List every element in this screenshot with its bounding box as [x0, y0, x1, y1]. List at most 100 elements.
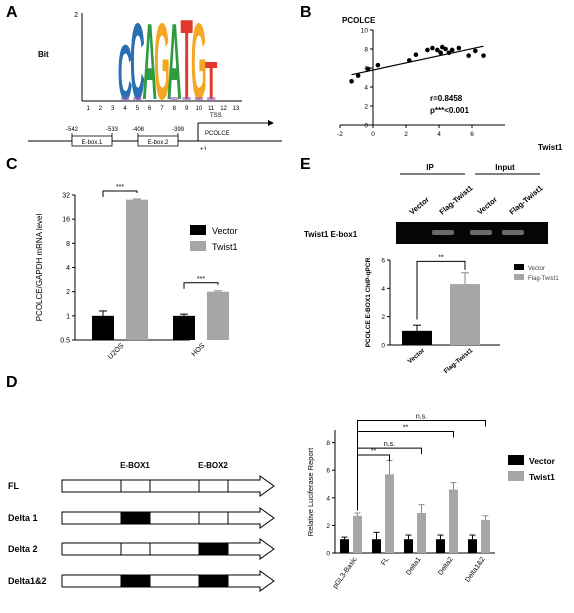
- construct-ebox: [199, 512, 228, 524]
- bar: [404, 539, 413, 553]
- scatter-point: [450, 48, 455, 53]
- x-tick-label: pGL3-Basic: [332, 556, 359, 590]
- construct-ebox: [121, 512, 150, 524]
- x-tick-label: U2OS: [107, 342, 126, 361]
- bar: [340, 539, 349, 553]
- chart-title: PCOLCE: [342, 16, 376, 25]
- logo-letter: A: [167, 5, 182, 123]
- construct-ebox: [121, 575, 150, 587]
- construct-name: Delta 1: [8, 513, 38, 523]
- gel-lane-label: Vector: [476, 195, 499, 217]
- x-tick-label: 2: [99, 106, 103, 112]
- x-tick-label: FL: [380, 556, 390, 567]
- gel-input-label: Input: [495, 163, 515, 172]
- significance-label: ***: [197, 276, 205, 283]
- scatter-point: [356, 73, 361, 78]
- bar: [353, 516, 362, 553]
- sequence-logo-panel: 2Bit1 2 3 4 5 6 7 8 9 10 11 12 13CCAGATGTTSSPCOLCE+1…: [20, 5, 290, 150]
- plus-one-label: +1: [200, 147, 208, 150]
- gel-row-label: Twist1 E-box1: [304, 230, 358, 239]
- y-tick-label: 4: [326, 495, 330, 502]
- logo-letter: T: [205, 50, 217, 111]
- significance-label: n.s.: [384, 441, 395, 448]
- legend-label: Vector: [528, 266, 545, 272]
- ebox-label: E-box.2: [148, 140, 169, 146]
- r-annotation: r=0.8458: [430, 94, 463, 103]
- gel-lane-label: Flag-Twist1: [438, 183, 475, 216]
- legend-label: Vector: [212, 226, 238, 236]
- x-tick-label: Delta2: [437, 556, 454, 577]
- logo-residual: [195, 97, 203, 100]
- logo-residual: [182, 97, 190, 100]
- bar: [402, 331, 432, 345]
- legend-swatch: [508, 455, 524, 465]
- x-tick-label: 3: [111, 106, 115, 112]
- panel-label-c: C: [6, 156, 18, 174]
- ebox-end-label: -399: [172, 127, 185, 133]
- x-tick-label: 4: [437, 131, 441, 138]
- y-tick-label: 1: [66, 313, 70, 320]
- bar: [436, 539, 445, 553]
- y-tick-label: 0: [364, 123, 368, 130]
- scatter-panel: PCOLCE0246810-20246r=0.8458p***<0.001Twi…: [300, 15, 570, 155]
- x-tick-label: Delta1&2: [464, 556, 486, 584]
- y-axis-label: Relative Luciferase Report: [306, 447, 315, 536]
- x-tick-label: HOS: [191, 342, 207, 358]
- scatter-point: [425, 48, 430, 53]
- scatter-point: [443, 47, 448, 52]
- scatter-point: [407, 58, 412, 63]
- construct-ebox: [121, 480, 150, 492]
- y-tick-label: 2: [66, 289, 70, 296]
- legend-swatch: [508, 471, 524, 481]
- luciferase-panel: E-BOX1 E-BOX2 FL Delta 1 Delta 2 Delta1&2 Rela…: [0, 385, 574, 613]
- scatter-point: [473, 49, 478, 54]
- legend-swatch: [514, 264, 524, 270]
- x-tick-label: Vector: [407, 347, 427, 365]
- y-tick-label: 8: [326, 440, 330, 447]
- regression-line: [352, 46, 484, 75]
- gel-lane-label: Vector: [408, 195, 431, 217]
- scatter-point: [438, 51, 443, 56]
- ebox-label: E-box.1: [82, 140, 103, 146]
- bar: [385, 474, 394, 553]
- gel-band: [502, 230, 524, 235]
- construct-arrow: [62, 571, 274, 591]
- significance-bracket: [358, 421, 486, 511]
- x-tick-label: Delta1: [405, 556, 422, 577]
- gel-band: [470, 230, 492, 235]
- construct-arrow: [62, 539, 274, 559]
- scatter-point: [481, 53, 486, 58]
- legend-label: Vector: [529, 456, 556, 466]
- y-tick-label: 8: [364, 47, 368, 54]
- significance-label: n.s.: [416, 414, 427, 421]
- construct-name: Delta1&2: [8, 576, 47, 586]
- scatter-point: [349, 79, 354, 84]
- logo-residual: [133, 97, 141, 100]
- significance-bracket: [358, 432, 454, 511]
- y-axis-label: PCOLCE/GAPDH mRNA level: [35, 213, 44, 321]
- gene-label: PCOLCE: [205, 131, 230, 137]
- y-tick-label: 4: [364, 85, 368, 92]
- tss-arrowhead: [268, 120, 274, 126]
- bar: [450, 284, 480, 345]
- y-tick-label: 4: [381, 286, 385, 293]
- y-tick-label: 6: [381, 258, 385, 265]
- y-tick-label: 0: [326, 551, 330, 558]
- tss-label: TSS: [210, 113, 222, 119]
- construct-box-label: E-BOX2: [198, 461, 228, 470]
- x-tick-label: 2: [404, 131, 408, 138]
- legend-label: Flag-Twist1: [528, 276, 559, 282]
- scatter-point: [366, 67, 371, 72]
- ebox-end-label: -533: [106, 127, 119, 133]
- p-annotation: p***<0.001: [430, 106, 469, 115]
- bar: [126, 200, 148, 340]
- bar: [92, 316, 114, 340]
- y-tick-label: 8: [66, 241, 70, 248]
- construct-name: Delta 2: [8, 544, 38, 554]
- construct-box-label: E-BOX1: [120, 461, 150, 470]
- bar: [468, 539, 477, 553]
- bar: [417, 513, 426, 553]
- legend-swatch: [190, 241, 206, 251]
- bar: [372, 539, 381, 553]
